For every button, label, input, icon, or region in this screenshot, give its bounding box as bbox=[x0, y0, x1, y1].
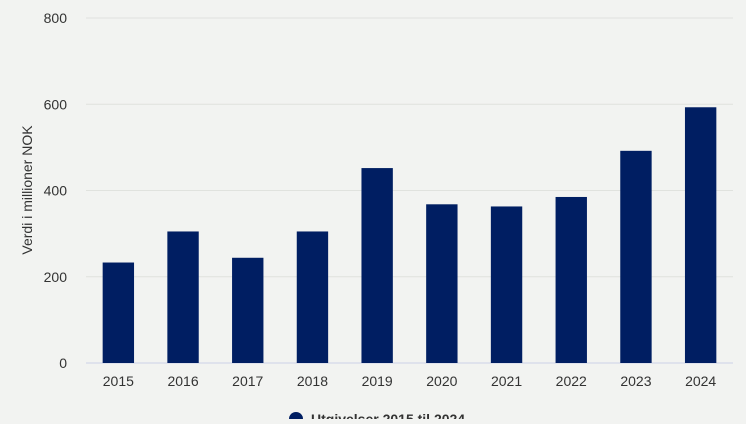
bars bbox=[102, 107, 717, 363]
y-tick-label: 600 bbox=[44, 96, 68, 112]
bar-2017[interactable] bbox=[232, 257, 264, 363]
bar-2022[interactable] bbox=[555, 196, 587, 363]
legend-label: Utgivelser 2015 til 2024 bbox=[311, 411, 465, 419]
x-tick-label: 2018 bbox=[297, 373, 328, 389]
y-tick-label: 200 bbox=[44, 269, 68, 285]
x-tick-label: 2019 bbox=[362, 373, 393, 389]
x-tick-labels: 2015 2016 2017 2018 2019 2020 2021 2022 2023 2024 bbox=[103, 373, 717, 389]
bar-2020[interactable] bbox=[426, 204, 458, 363]
x-tick-label: 2015 bbox=[103, 373, 134, 389]
y-tick-label: 0 bbox=[59, 355, 67, 371]
bar-2015[interactable] bbox=[102, 262, 135, 363]
x-tick-label: 2020 bbox=[426, 373, 457, 389]
x-tick-label: 2023 bbox=[620, 373, 651, 389]
y-tick-label: 800 bbox=[44, 10, 68, 26]
x-tick-label: 2024 bbox=[685, 373, 716, 389]
y-tick-labels: 0 200 400 600 800 bbox=[44, 10, 68, 371]
x-tick-label: 2016 bbox=[167, 373, 198, 389]
legend-swatch bbox=[289, 412, 303, 424]
bar-2018[interactable] bbox=[296, 231, 329, 363]
x-tick-label: 2021 bbox=[491, 373, 522, 389]
bar-2016[interactable] bbox=[167, 231, 199, 363]
y-tick-label: 400 bbox=[44, 183, 68, 199]
bar-2021[interactable] bbox=[490, 206, 523, 363]
bar-2019[interactable] bbox=[361, 168, 393, 363]
y-axis-title: Verdi i millioner NOK bbox=[19, 125, 35, 255]
bar-2024[interactable] bbox=[684, 107, 717, 363]
x-tick-label: 2022 bbox=[556, 373, 587, 389]
x-tick-label: 2017 bbox=[232, 373, 263, 389]
bar-2023[interactable] bbox=[620, 150, 652, 363]
legend[interactable]: Utgivelser 2015 til 2024 bbox=[289, 411, 465, 424]
